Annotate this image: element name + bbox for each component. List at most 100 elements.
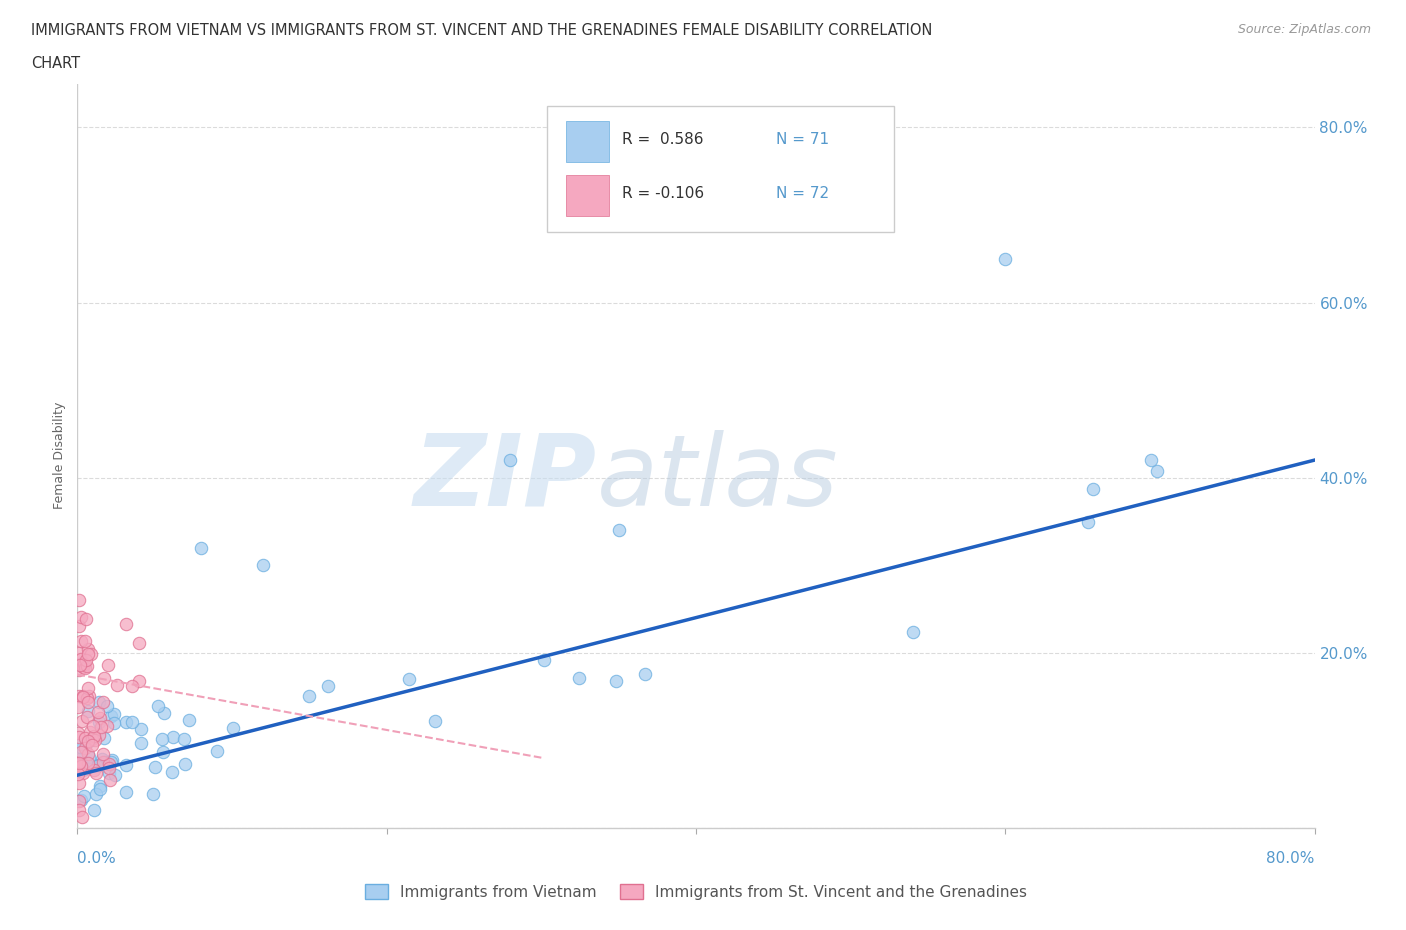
- Point: [115, 714, 138, 729]
- Point: [70, 713, 93, 728]
- Point: [72, 810, 94, 825]
- Point: [252, 558, 274, 573]
- Point: [76, 690, 98, 705]
- Point: [607, 523, 630, 538]
- Point: [97, 658, 120, 672]
- Point: [69, 652, 91, 667]
- Point: [84, 732, 107, 747]
- Point: [205, 744, 228, 759]
- Text: 0.0%: 0.0%: [77, 851, 117, 866]
- Point: [1077, 515, 1099, 530]
- Point: [77, 695, 100, 710]
- Point: [70, 737, 93, 751]
- Text: R = -0.106: R = -0.106: [621, 186, 704, 201]
- Point: [67, 730, 90, 745]
- Point: [75, 612, 97, 627]
- Point: [72, 765, 94, 780]
- Text: N = 71: N = 71: [776, 132, 830, 147]
- Point: [70, 740, 93, 755]
- Point: [79, 725, 101, 740]
- Point: [67, 725, 90, 740]
- Point: [121, 714, 143, 729]
- Point: [67, 794, 90, 809]
- Point: [67, 699, 90, 714]
- Point: [80, 738, 103, 753]
- FancyBboxPatch shape: [567, 121, 609, 162]
- Point: [75, 653, 97, 668]
- Point: [114, 785, 136, 800]
- Point: [79, 734, 101, 749]
- Point: [190, 540, 212, 555]
- Point: [398, 671, 420, 686]
- Point: [222, 721, 245, 736]
- Point: [84, 786, 107, 801]
- Point: [76, 733, 98, 748]
- Point: [90, 720, 112, 735]
- Point: [96, 719, 118, 734]
- Point: [69, 758, 91, 773]
- Point: [128, 636, 150, 651]
- Point: [103, 767, 125, 782]
- Point: [80, 647, 103, 662]
- Point: [179, 712, 201, 727]
- Text: Source: ZipAtlas.com: Source: ZipAtlas.com: [1237, 23, 1371, 36]
- Point: [67, 758, 90, 773]
- Text: R =  0.586: R = 0.586: [621, 132, 703, 147]
- Point: [73, 740, 96, 755]
- Point: [83, 803, 105, 817]
- Point: [903, 624, 925, 639]
- Point: [77, 681, 100, 696]
- Point: [86, 758, 108, 773]
- Point: [70, 792, 93, 807]
- Point: [73, 730, 96, 745]
- Point: [67, 663, 90, 678]
- Point: [82, 718, 104, 733]
- Text: 80.0%: 80.0%: [1267, 851, 1315, 866]
- Point: [73, 633, 96, 648]
- Point: [67, 619, 90, 634]
- Point: [129, 722, 152, 737]
- Point: [67, 592, 90, 607]
- Point: [73, 660, 96, 675]
- Point: [82, 732, 104, 747]
- Point: [173, 732, 195, 747]
- Point: [69, 751, 91, 766]
- Point: [318, 679, 340, 694]
- Point: [100, 754, 122, 769]
- Point: [67, 776, 90, 790]
- Text: CHART: CHART: [31, 56, 80, 71]
- FancyBboxPatch shape: [567, 175, 609, 216]
- Point: [69, 633, 91, 648]
- Point: [67, 755, 90, 770]
- Point: [72, 659, 94, 674]
- Point: [160, 765, 183, 780]
- Point: [67, 689, 90, 704]
- Point: [76, 704, 98, 719]
- Point: [98, 757, 121, 772]
- Point: [173, 756, 195, 771]
- Point: [76, 710, 98, 724]
- Point: [83, 728, 105, 743]
- Point: [153, 706, 176, 721]
- Point: [76, 658, 98, 673]
- Point: [77, 750, 100, 764]
- Point: [1081, 481, 1104, 496]
- Point: [499, 453, 522, 468]
- Point: [103, 715, 125, 730]
- Point: [77, 688, 100, 703]
- Point: [128, 673, 150, 688]
- Point: [96, 698, 118, 713]
- Text: ZIP: ZIP: [413, 430, 598, 526]
- Point: [98, 765, 121, 780]
- Point: [121, 678, 143, 693]
- Point: [69, 610, 91, 625]
- Point: [69, 657, 91, 671]
- Point: [634, 666, 657, 681]
- Point: [129, 735, 152, 750]
- Point: [105, 677, 128, 692]
- Point: [298, 688, 321, 703]
- Point: [101, 752, 124, 767]
- Point: [73, 789, 96, 804]
- Point: [425, 713, 447, 728]
- Point: [69, 658, 91, 672]
